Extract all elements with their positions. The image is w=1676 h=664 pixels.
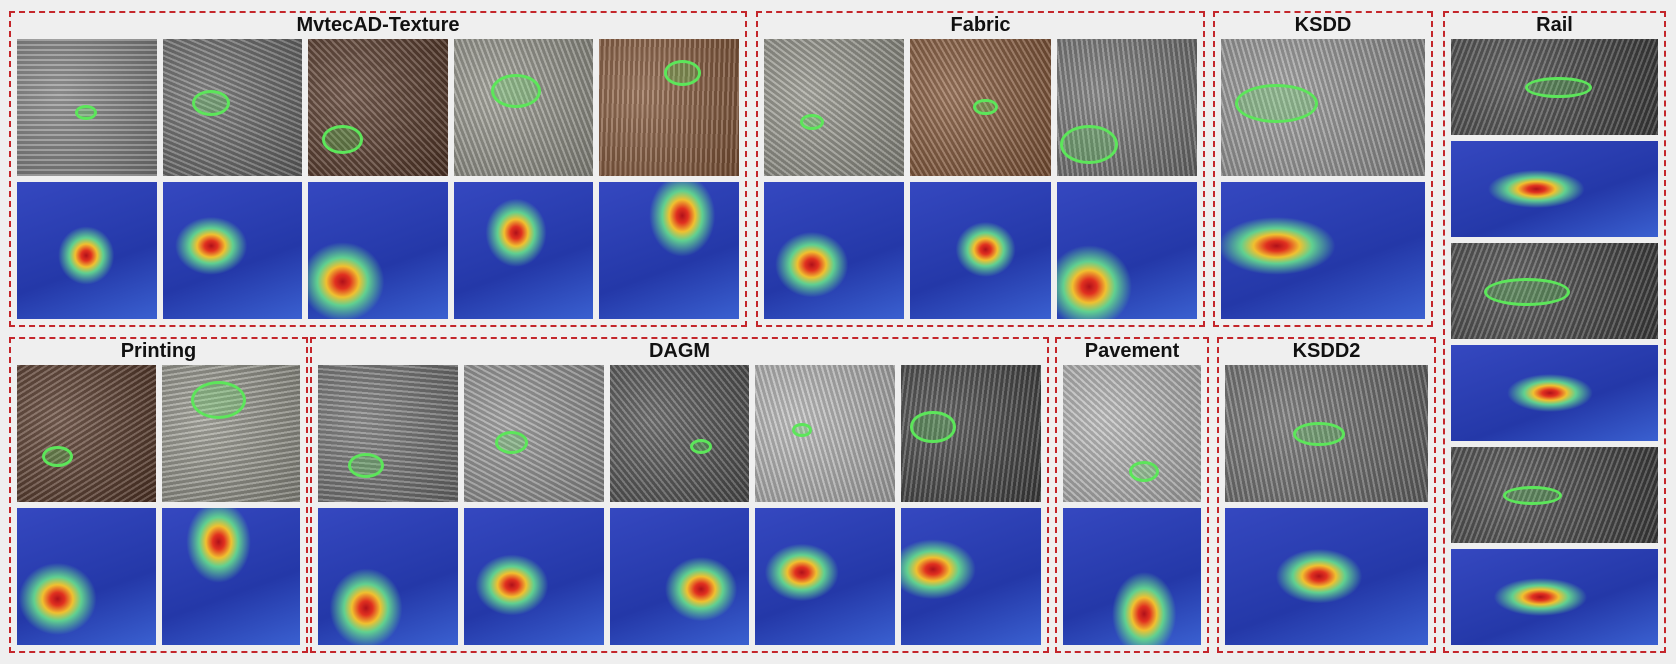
heatmap-image bbox=[162, 182, 303, 319]
panel: Fabric bbox=[756, 11, 1205, 327]
heatmap-image bbox=[1451, 141, 1658, 237]
defect-image bbox=[901, 365, 1041, 502]
panel-title: Printing bbox=[120, 340, 197, 362]
defect-outline bbox=[494, 430, 529, 455]
defect-outline bbox=[910, 411, 956, 443]
defect-image bbox=[1225, 365, 1428, 502]
defect-outline bbox=[41, 445, 74, 468]
heatmap-image bbox=[1225, 508, 1428, 645]
heatmap-image bbox=[764, 182, 905, 319]
heatmap-image bbox=[463, 508, 604, 645]
panel: Pavement bbox=[1055, 337, 1209, 653]
defect-image bbox=[599, 39, 739, 176]
defect-outline bbox=[321, 125, 364, 154]
defect-image bbox=[755, 365, 896, 502]
defect-outline bbox=[1293, 421, 1345, 446]
defect-outline bbox=[663, 60, 702, 87]
defect-image bbox=[1451, 39, 1658, 135]
defect-image bbox=[161, 365, 300, 502]
panel: Printing bbox=[9, 337, 308, 653]
heatmap-image bbox=[318, 508, 458, 645]
heatmap-image bbox=[308, 182, 448, 319]
heatmap-image bbox=[1451, 549, 1658, 645]
defect-image bbox=[308, 39, 448, 176]
defect-image bbox=[17, 39, 157, 176]
defect-image bbox=[17, 365, 156, 502]
heatmap-image bbox=[1063, 508, 1201, 645]
defect-outline bbox=[190, 380, 246, 419]
heatmap-image bbox=[1221, 182, 1425, 319]
defect-image bbox=[609, 365, 750, 502]
defect-outline bbox=[1060, 124, 1118, 165]
panel-title: Pavement bbox=[1084, 340, 1180, 362]
heatmap-image bbox=[17, 182, 157, 319]
defect-image bbox=[162, 39, 303, 176]
defect-outline bbox=[791, 422, 813, 437]
defect-image bbox=[1056, 39, 1197, 176]
panel: Rail bbox=[1443, 11, 1666, 653]
defect-image bbox=[1063, 365, 1201, 502]
heatmap-image bbox=[609, 508, 750, 645]
heatmap-image bbox=[755, 508, 896, 645]
heatmap-image bbox=[161, 508, 300, 645]
defect-outline bbox=[347, 453, 385, 479]
panel: KSDD2 bbox=[1217, 337, 1436, 653]
defect-outline bbox=[689, 438, 713, 455]
defect-outline bbox=[800, 113, 824, 131]
defect-image bbox=[453, 39, 594, 176]
defect-outline bbox=[1484, 277, 1571, 306]
defect-outline bbox=[191, 90, 230, 117]
defect-outline bbox=[1502, 485, 1562, 505]
panel-title: MvtecAD-Texture bbox=[296, 14, 460, 36]
defect-image bbox=[1451, 243, 1658, 339]
heatmap-image bbox=[453, 182, 594, 319]
defect-image bbox=[318, 365, 458, 502]
defect-image bbox=[463, 365, 604, 502]
heatmap-image bbox=[910, 182, 1051, 319]
defect-outline bbox=[1525, 76, 1592, 99]
panel-title: KSDD2 bbox=[1292, 340, 1361, 362]
defect-image bbox=[764, 39, 905, 176]
panel-title: DAGM bbox=[648, 340, 711, 362]
heatmap-image bbox=[901, 508, 1041, 645]
panel-title: Rail bbox=[1536, 14, 1573, 36]
defect-image bbox=[1221, 39, 1425, 176]
panel: MvtecAD-Texture bbox=[9, 11, 747, 327]
defect-outline bbox=[75, 105, 97, 121]
heatmap-image bbox=[17, 508, 156, 645]
heatmap-image bbox=[1451, 345, 1658, 441]
defect-outline bbox=[1235, 84, 1319, 124]
defect-outline bbox=[491, 73, 541, 108]
defect-image bbox=[910, 39, 1051, 176]
panel: KSDD bbox=[1213, 11, 1433, 327]
defect-image bbox=[1451, 447, 1658, 543]
heatmap-image bbox=[1056, 182, 1197, 319]
heatmap-image bbox=[599, 182, 739, 319]
defect-outline bbox=[1129, 460, 1160, 482]
panel: DAGM bbox=[310, 337, 1049, 653]
panel-title: Fabric bbox=[950, 14, 1011, 36]
defect-outline bbox=[973, 98, 998, 116]
panel-title: KSDD bbox=[1294, 14, 1352, 36]
